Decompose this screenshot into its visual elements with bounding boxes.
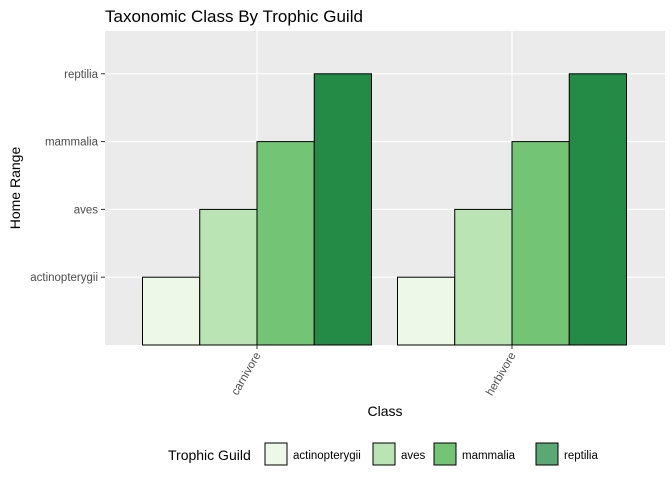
- y-tick-label: actinopterygii: [30, 272, 98, 284]
- x-axis-ticks: carnivore herbivore: [230, 345, 519, 398]
- legend-title: Trophic Guild: [168, 447, 251, 463]
- x-axis-label: Class: [367, 403, 402, 419]
- legend-label-reptilia: reptilia: [564, 450, 598, 462]
- legend-label-aves: aves: [401, 450, 426, 462]
- legend-label-actinopterygii: actinopterygii: [293, 450, 361, 462]
- bar-herbivore-actinopterygii: [397, 276, 456, 346]
- legend-key-actinopterygii: [264, 442, 288, 466]
- y-tick-label: mammalia: [45, 137, 99, 149]
- bar-carnivore-actinopterygii: [142, 276, 201, 346]
- bar-herbivore-reptilia: [568, 73, 627, 346]
- bar-carnivore-mammalia: [256, 141, 315, 346]
- legend-key-mammalia: [433, 442, 457, 466]
- x-tick-label: carnivore: [230, 351, 264, 398]
- bar-herbivore-aves: [454, 208, 513, 346]
- y-axis-label: Home Range: [7, 147, 23, 230]
- y-axis-ticks: actinopterygii aves mammalia reptilia: [30, 69, 105, 284]
- bar-herbivore-mammalia: [511, 141, 570, 346]
- bar-carnivore-aves: [199, 208, 258, 346]
- legend-label-mammalia: mammalia: [462, 450, 516, 462]
- chart-title: Taxonomic Class By Trophic Guild: [105, 7, 363, 26]
- legend-key-aves: [372, 442, 396, 466]
- legend: Trophic Guild actinopterygii aves mammalia…: [168, 442, 598, 466]
- legend-key-reptilia: [535, 442, 559, 466]
- y-tick-label: aves: [74, 204, 99, 216]
- bar-carnivore-reptilia: [313, 73, 372, 346]
- x-tick-label: herbivore: [484, 351, 518, 399]
- y-tick-label: reptilia: [64, 69, 98, 81]
- bars: [142, 73, 627, 346]
